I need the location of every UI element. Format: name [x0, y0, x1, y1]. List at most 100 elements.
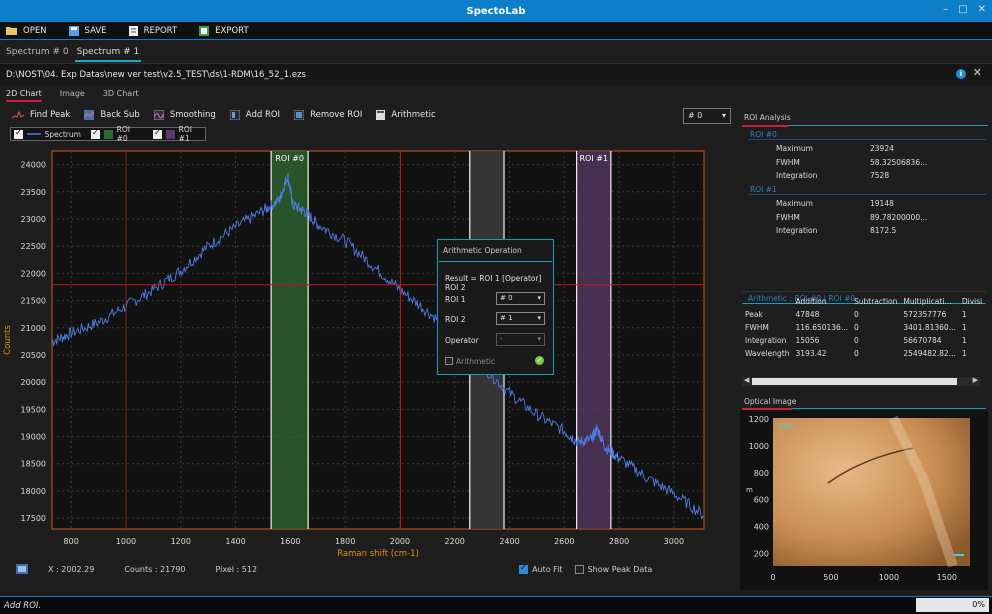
title-bar: SpectoLab – □ ✕	[0, 0, 992, 22]
optical-image[interactable]	[773, 418, 970, 566]
arith-col-header: Addition	[795, 297, 827, 306]
optical-image-panel: 100x 1200 1000 800 600 400 200 0 500 1000 1500 m	[740, 410, 988, 590]
spectrum-chart[interactable]: 800 1000 1200 1400 1600 1800 2000 2200 2400 2600 2…	[0, 145, 735, 575]
remove-roi-icon	[294, 110, 305, 120]
tab-spectrum-0[interactable]: Spectrum # 0	[6, 47, 69, 57]
roi1-value: # 0	[500, 294, 513, 302]
spectrum-line	[51, 172, 705, 520]
spectrum-selector-value: # 0	[688, 111, 703, 120]
save-button[interactable]: SAVE	[68, 25, 107, 36]
x-tick-label: 1600	[280, 537, 300, 546]
optical-y-tick: 600	[754, 496, 769, 505]
remove-roi-label: Remove ROI	[310, 110, 363, 120]
roi2-value: # 1	[500, 314, 513, 322]
auto-fit-label: Auto Fit	[532, 564, 563, 574]
arith-result-table: Addition Subtraction Multiplicati... Divisi…	[742, 295, 982, 385]
arith-formula: Result = ROI 1 [Operator] ROI 2	[445, 274, 542, 292]
roi2-select[interactable]: # 1 ▾	[496, 312, 545, 325]
arith-table: Addition Subtraction Multiplicati... Divisi…	[742, 295, 985, 360]
remove-roi-button[interactable]: Remove ROI	[294, 110, 362, 120]
roi1-swatch	[165, 129, 175, 139]
spectrum-line-swatch	[26, 133, 41, 135]
roi1-checkbox[interactable]	[152, 128, 162, 139]
status-row: X : 2002.29 Counts : 21790 Pixel : 512 A…	[0, 562, 735, 576]
table-cell: 0	[853, 310, 859, 319]
optical-y-tick: 800	[754, 469, 769, 478]
add-roi-label: Add ROI	[245, 110, 281, 120]
table-scrollbar[interactable]: ◀ ▶	[742, 376, 980, 386]
window-title: SpectoLab	[466, 5, 526, 17]
table-row[interactable]: Wavelength 3193.42 0 2549482.82... 1	[742, 347, 985, 360]
scroll-left-icon[interactable]: ◀	[744, 376, 750, 384]
table-cell: 56670784	[903, 336, 942, 345]
optical-y-tick: 1200	[749, 415, 769, 424]
tab-roi-analysis[interactable]: ROI Analysis	[744, 113, 791, 122]
export-icon	[199, 25, 210, 36]
x-tick-label: 1400	[225, 537, 245, 546]
table-cell: Peak	[745, 310, 763, 319]
arith-result-tab[interactable]: Arithmetic : ROI #0 | ROI #0	[748, 294, 856, 303]
add-roi-button[interactable]: Add ROI	[229, 110, 281, 120]
report-icon	[128, 25, 138, 36]
tab-optical-image[interactable]: Optical Image	[744, 397, 797, 406]
report-button[interactable]: REPORT	[128, 25, 177, 36]
operator-select[interactable]: - ▾	[496, 333, 545, 346]
open-button[interactable]: OPEN	[6, 26, 47, 36]
tab-3d-chart[interactable]: 3D Chart	[102, 89, 139, 98]
show-peak-checkbox[interactable]	[574, 564, 584, 574]
spectrum-checkbox[interactable]	[14, 128, 23, 139]
calculator-icon	[376, 110, 386, 120]
optical-image-plot[interactable]: 100x 1200 1000 800 600 400 200 0 500 1000 1500 m	[740, 410, 988, 590]
roi0-integration-label: Integration	[776, 171, 818, 180]
smoothing-button[interactable]: Smoothing	[153, 110, 216, 120]
find-peak-button[interactable]: Find Peak	[12, 110, 70, 120]
x-tick-label: 800	[64, 537, 79, 546]
roi-label: ROI #1	[579, 154, 608, 163]
back-sub-button[interactable]: Back Sub	[84, 110, 140, 120]
table-cell: 1	[961, 336, 967, 345]
tab-image[interactable]: Image	[59, 89, 85, 98]
scroll-right-icon[interactable]: ▶	[972, 376, 978, 384]
background-subtract-icon	[84, 110, 95, 120]
table-row[interactable]: Peak 47848 0 572357776 1	[742, 308, 985, 321]
spectrum-selector[interactable]: # 0 ▾	[683, 108, 731, 124]
y-tick-label: 23500	[21, 188, 46, 197]
x-tick-label: 2000	[390, 537, 410, 546]
tab-spectrum-1[interactable]: Spectrum # 1	[74, 45, 142, 62]
peak-icon	[12, 111, 24, 119]
y-tick-label: 22000	[21, 269, 46, 278]
roi0-checkbox[interactable]	[90, 128, 100, 139]
export-button[interactable]: EXPORT	[199, 25, 249, 36]
find-peak-label: Find Peak	[30, 110, 71, 120]
arithmetic-dialog: Arithmetic Operation Result = ROI 1 [Ope…	[437, 239, 554, 375]
roi0-fwhm-value: 58.32506836...	[870, 158, 928, 167]
arithmetic-checkbox[interactable]	[445, 357, 453, 365]
chevron-down-icon: ▾	[537, 335, 541, 343]
minimize-icon[interactable]: –	[943, 4, 949, 15]
chevron-down-icon: ▾	[537, 314, 541, 322]
roi0-integration-value: 7528	[870, 171, 890, 180]
close-window-icon[interactable]: ✕	[977, 4, 986, 15]
y-tick-label: 23000	[21, 215, 46, 224]
info-icon[interactable]: i	[956, 69, 966, 79]
close-icon[interactable]: ✕	[972, 66, 982, 79]
table-cell: 47848	[795, 310, 820, 319]
chart-svg[interactable]: 800 1000 1200 1400 1600 1800 2000 2200 2400 2600 2…	[0, 145, 735, 565]
roi1-select[interactable]: # 0 ▾	[496, 292, 545, 305]
table-cell: 15056	[795, 336, 820, 345]
tab-2d-chart[interactable]: 2D Chart	[6, 89, 42, 102]
table-row[interactable]: Integration 15056 0 56670784 1	[742, 334, 985, 347]
screenshot-icon[interactable]	[16, 564, 28, 574]
window-controls: – □ ✕	[943, 4, 986, 15]
scrollbar-thumb[interactable]	[752, 378, 957, 385]
y-tick-label: 24000	[21, 161, 46, 170]
roi2-label: ROI 2	[445, 315, 466, 324]
maximize-icon[interactable]: □	[958, 4, 968, 15]
auto-fit-checkbox[interactable]	[519, 563, 529, 574]
arithmetic-button[interactable]: Arithmetic	[376, 110, 436, 120]
file-path: D:\NOST\04. Exp Datas\new ver test\v2.5_…	[6, 69, 306, 80]
table-row[interactable]: FWHM 116.650136... 0 3401.81360... 1	[742, 321, 985, 334]
table-cell: 0	[853, 349, 859, 358]
apply-icon[interactable]: ✓	[535, 356, 544, 365]
